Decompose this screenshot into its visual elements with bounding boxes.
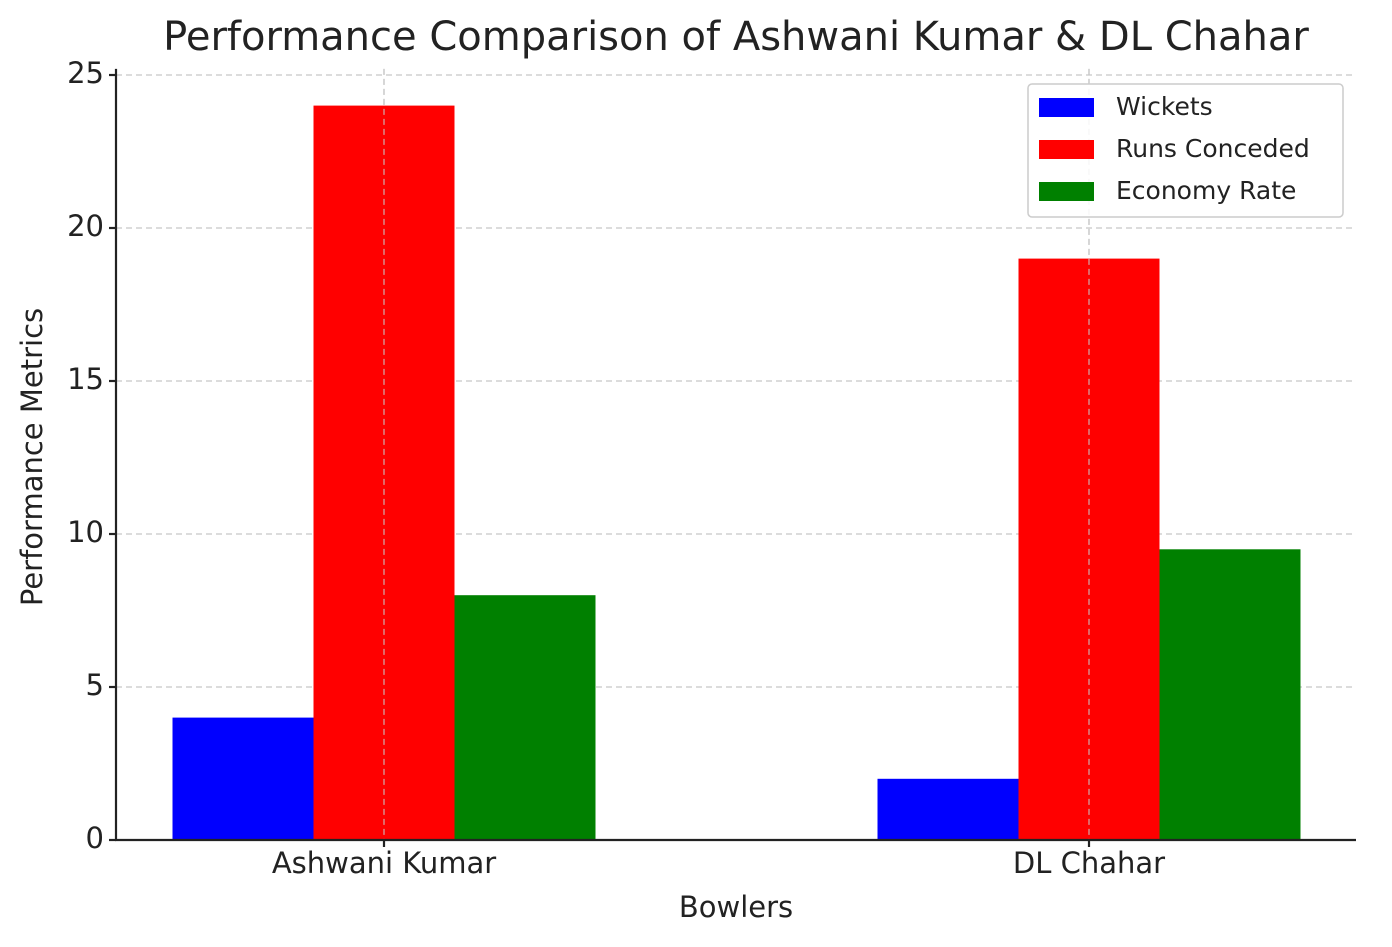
x-tick-label: Ashwani Kumar — [272, 846, 496, 880]
bar — [454, 595, 596, 840]
legend-label: Economy Rate — [1116, 176, 1296, 205]
bar — [877, 778, 1019, 840]
legend-label: Runs Conceded — [1116, 134, 1310, 163]
legend-box — [1027, 83, 1344, 218]
y-tick-label: 5 — [86, 668, 104, 702]
x-axis-label: Bowlers — [679, 890, 793, 924]
legend-swatch — [1039, 98, 1094, 117]
chart-title: Performance Comparison of Ashwani Kumar … — [163, 14, 1309, 60]
x-tick-label: DL Chahar — [1013, 846, 1165, 880]
y-tick-label: 25 — [67, 56, 104, 90]
y-axis-label: Performance Metrics — [15, 308, 49, 606]
y-tick-label: 15 — [67, 362, 104, 396]
y-tick-label: 20 — [67, 209, 104, 243]
bar — [1159, 549, 1301, 840]
bar — [172, 717, 314, 840]
y-tick-label: 0 — [86, 821, 104, 855]
y-tick-label: 10 — [67, 515, 104, 549]
legend-swatch — [1039, 140, 1094, 159]
legend: Wickets Runs Conceded Economy Rate — [1027, 83, 1344, 218]
legend-label: Wickets — [1116, 92, 1213, 121]
legend-swatch — [1039, 182, 1094, 201]
